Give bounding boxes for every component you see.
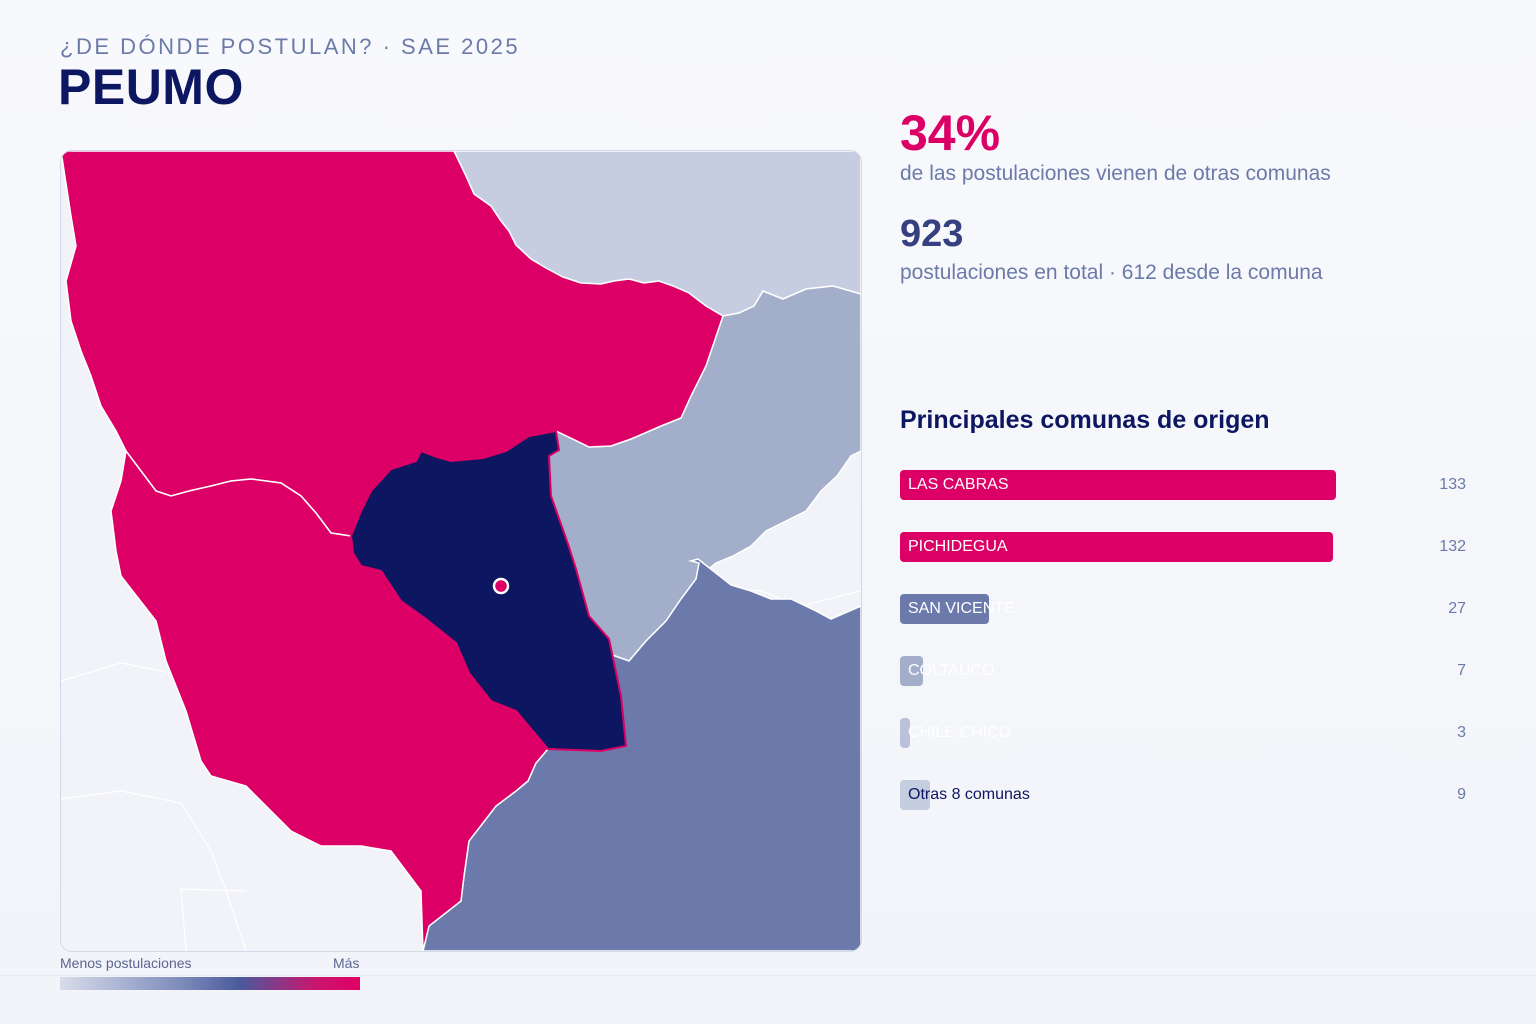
origin-bar xyxy=(900,594,989,624)
origin-value: 9 xyxy=(1457,786,1466,803)
origin-bar xyxy=(900,780,930,810)
peumo-location-marker[interactable] xyxy=(492,577,510,595)
origin-value: 3 xyxy=(1457,724,1466,741)
origin-bar xyxy=(900,656,923,686)
origin-value: 132 xyxy=(1439,538,1466,555)
origin-row[interactable]: COLTAUCO 7 xyxy=(900,656,1466,686)
origin-label: PICHIDEGUA xyxy=(908,538,1008,555)
origin-row[interactable]: Otras 8 comunas 9 xyxy=(900,780,1466,810)
region-pichidegua[interactable] xyxy=(110,449,549,951)
total-applications-desc: postulaciones en total · 612 desde la co… xyxy=(900,261,1323,284)
map-subtitle: ¿DE DÓNDE POSTULAN? · SAE 2025 xyxy=(60,34,521,59)
origin-bar xyxy=(900,470,1336,500)
origin-label: CHILE CHICO xyxy=(908,724,1012,741)
origin-value: 27 xyxy=(1448,600,1466,617)
origin-label: SAN VICENTE xyxy=(908,600,1015,617)
origin-bar xyxy=(900,532,1333,562)
origin-label: LAS CABRAS xyxy=(908,476,1009,493)
origin-label: Otras 8 comunas xyxy=(908,786,1030,803)
region-peumo-selected[interactable] xyxy=(349,429,628,753)
origin-label: COLTAUCO xyxy=(908,662,995,679)
commune-title: PEUMO xyxy=(58,59,244,115)
total-applications: 923 xyxy=(900,213,964,255)
footer-divider xyxy=(0,975,1536,976)
origin-row[interactable]: SAN VICENTE 27 xyxy=(900,594,1466,624)
legend-low-label: Menos postulaciones xyxy=(60,955,192,971)
legend-high-label: Más xyxy=(333,955,360,971)
origin-value: 133 xyxy=(1439,476,1466,493)
map-svg xyxy=(61,151,861,951)
share-other-communes-desc: de las postulaciones vienen de otras com… xyxy=(900,162,1331,185)
origin-value: 7 xyxy=(1457,662,1466,679)
origin-row[interactable]: CHILE CHICO 3 xyxy=(900,718,1466,748)
legend-gradient-bar xyxy=(60,977,360,990)
origin-row[interactable]: LAS CABRAS 133 xyxy=(900,470,1466,500)
choropleth-map[interactable] xyxy=(60,150,862,952)
origin-bar xyxy=(900,718,910,748)
origin-row[interactable]: PICHIDEGUA 132 xyxy=(900,532,1466,562)
share-other-communes-percent: 34% xyxy=(900,105,1001,161)
origins-title: Principales comunas de origen xyxy=(900,406,1270,434)
